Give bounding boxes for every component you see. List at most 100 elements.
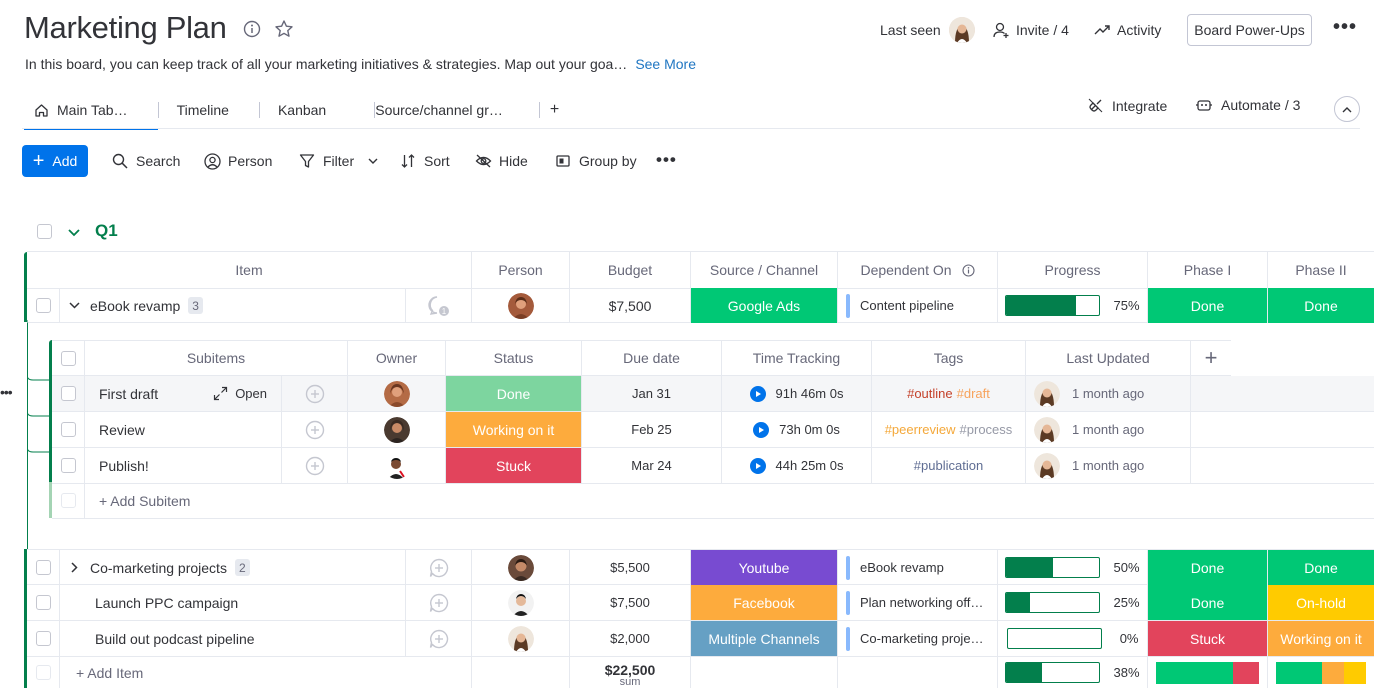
budget-cell[interactable]: $7,500 — [570, 288, 691, 323]
hide-button[interactable]: Hide — [474, 150, 528, 172]
play-icon[interactable] — [749, 385, 766, 402]
row-checkbox[interactable] — [60, 386, 76, 401]
phase1-cell[interactable]: Done — [1148, 288, 1268, 323]
person-cell[interactable] — [472, 288, 570, 323]
group-title[interactable]: Q1 — [95, 221, 118, 240]
time-tracking-cell[interactable]: 91h 46m 0s — [722, 376, 872, 411]
tag[interactable]: #publication — [913, 458, 984, 473]
column-header-person[interactable]: Person — [472, 252, 570, 288]
updates-cell[interactable] — [282, 376, 348, 411]
tab-timeline[interactable]: Timeline — [159, 92, 259, 128]
play-icon[interactable] — [749, 457, 766, 474]
column-header-time[interactable]: Time Tracking — [722, 341, 872, 375]
column-header-progress[interactable]: Progress — [998, 252, 1148, 288]
due-date-cell[interactable]: Mar 24 — [582, 448, 722, 483]
subitem-name-cell[interactable]: First draft Open — [85, 376, 282, 411]
invite-button[interactable]: Invite / 4 — [992, 16, 1069, 44]
column-header-budget[interactable]: Budget — [570, 252, 691, 288]
row-checkbox[interactable] — [60, 350, 76, 366]
row-checkbox[interactable] — [60, 458, 76, 473]
phase2-cell[interactable]: Done — [1268, 550, 1374, 585]
chevron-down-icon[interactable] — [69, 302, 80, 309]
info-icon[interactable] — [961, 263, 975, 277]
tab-kanban[interactable]: Kanban — [260, 92, 374, 128]
updates-cell[interactable] — [406, 550, 472, 585]
tab-main-table[interactable]: Main Tab… — [24, 92, 158, 130]
sort-button[interactable]: Sort — [399, 150, 450, 172]
status-cell[interactable]: Done — [446, 376, 582, 411]
tags-cell[interactable]: #peerreview #process — [872, 412, 1026, 447]
collapse-header-button[interactable] — [1334, 96, 1360, 122]
row-checkbox[interactable] — [35, 298, 51, 313]
open-subitem-button[interactable]: Open — [213, 386, 267, 401]
source-cell[interactable]: Google Ads — [691, 288, 838, 323]
owner-cell[interactable] — [348, 376, 446, 411]
column-header-item[interactable]: Item — [27, 252, 472, 288]
phase2-cell[interactable]: Working on it — [1268, 621, 1374, 656]
column-header-owner[interactable]: Owner — [348, 341, 446, 375]
integrate-button[interactable]: Integrate — [1087, 97, 1167, 114]
owner-cell[interactable] — [348, 412, 446, 447]
source-cell[interactable]: Facebook — [691, 585, 838, 620]
phase1-cell[interactable]: Stuck — [1148, 621, 1268, 656]
time-tracking-cell[interactable]: 73h 0m 0s — [722, 412, 872, 447]
tag[interactable]: #process — [959, 422, 1013, 437]
subitem-name-cell[interactable]: Review — [85, 412, 282, 447]
table-row[interactable]: Launch PPC campaign $7,500 Facebook Plan… — [27, 585, 1374, 621]
budget-cell[interactable]: $7,500 — [570, 585, 691, 620]
filter-button[interactable]: Filter — [298, 150, 378, 172]
person-cell[interactable] — [472, 550, 570, 585]
column-header-dependent[interactable]: Dependent On — [838, 252, 998, 288]
more-options-icon[interactable]: ••• — [1333, 16, 1358, 38]
add-subitem-row[interactable]: + Add Subitem — [52, 483, 1374, 519]
chevron-down-icon[interactable] — [368, 158, 378, 165]
column-header-source[interactable]: Source / Channel — [691, 252, 838, 288]
dependent-cell[interactable]: Co-marketing proje… — [838, 621, 998, 656]
activity-button[interactable]: Activity — [1093, 16, 1161, 44]
dependent-cell[interactable]: eBook revamp — [838, 550, 998, 585]
phase2-cell[interactable]: Done — [1268, 288, 1374, 323]
tags-cell[interactable]: #outline #draft — [872, 376, 1026, 411]
source-cell[interactable]: Youtube — [691, 550, 838, 585]
row-checkbox[interactable] — [35, 560, 51, 575]
phase2-cell[interactable]: On-hold — [1268, 585, 1374, 620]
item-name-cell[interactable]: Co-marketing projects 2 — [60, 550, 406, 585]
add-column-button[interactable]: + — [1204, 345, 1218, 370]
row-checkbox[interactable] — [35, 631, 51, 646]
time-tracking-cell[interactable]: 44h 25m 0s — [722, 448, 872, 483]
subitem-row[interactable]: Publish! Stuck Mar 24 44h 25m 0s #public… — [52, 448, 1374, 484]
person-cell[interactable] — [472, 585, 570, 620]
table-row[interactable]: eBook revamp 3 1 $7,500 Google Ads Conte… — [27, 288, 1374, 323]
add-item-button[interactable]: + Add — [22, 145, 88, 177]
search-button[interactable]: Search — [111, 150, 180, 172]
column-header-subitems[interactable]: Subitems — [85, 341, 348, 375]
column-header-tags[interactable]: Tags — [872, 341, 1026, 375]
last-seen[interactable]: Last seen — [880, 16, 975, 44]
see-more-link[interactable]: See More — [635, 56, 697, 72]
column-header-phase1[interactable]: Phase I — [1148, 252, 1268, 288]
due-date-cell[interactable]: Feb 25 — [582, 412, 722, 447]
subitem-drag-handle-icon[interactable]: ••• — [0, 384, 13, 400]
add-subitem-button[interactable]: + Add Subitem — [99, 492, 191, 509]
row-checkbox[interactable] — [60, 422, 76, 437]
automate-button[interactable]: Automate / 3 — [1195, 97, 1300, 113]
status-cell[interactable]: Stuck — [446, 448, 582, 483]
toolbar-more-icon[interactable]: ••• — [656, 150, 677, 169]
item-name-cell[interactable]: Build out podcast pipeline — [60, 621, 406, 656]
budget-cell[interactable]: $5,500 — [570, 550, 691, 585]
info-icon[interactable] — [242, 19, 262, 39]
tag[interactable]: #outline — [907, 386, 953, 401]
due-date-cell[interactable]: Jan 31 — [582, 376, 722, 411]
table-row[interactable]: Co-marketing projects 2 $5,500 Youtube eB… — [27, 549, 1374, 585]
updates-cell[interactable] — [406, 585, 472, 620]
column-header-updated[interactable]: Last Updated — [1026, 341, 1191, 375]
group-by-button[interactable]: Group by — [554, 150, 637, 172]
phase1-cell[interactable]: Done — [1148, 585, 1268, 620]
tag[interactable]: #draft — [956, 386, 990, 401]
updates-cell[interactable] — [282, 412, 348, 447]
column-header-due[interactable]: Due date — [582, 341, 722, 375]
table-row[interactable]: Build out podcast pipeline $2,000 Multip… — [27, 621, 1374, 657]
tags-cell[interactable]: #publication — [872, 448, 1026, 483]
item-name-cell[interactable]: Launch PPC campaign — [60, 585, 406, 620]
star-icon[interactable] — [274, 19, 294, 39]
